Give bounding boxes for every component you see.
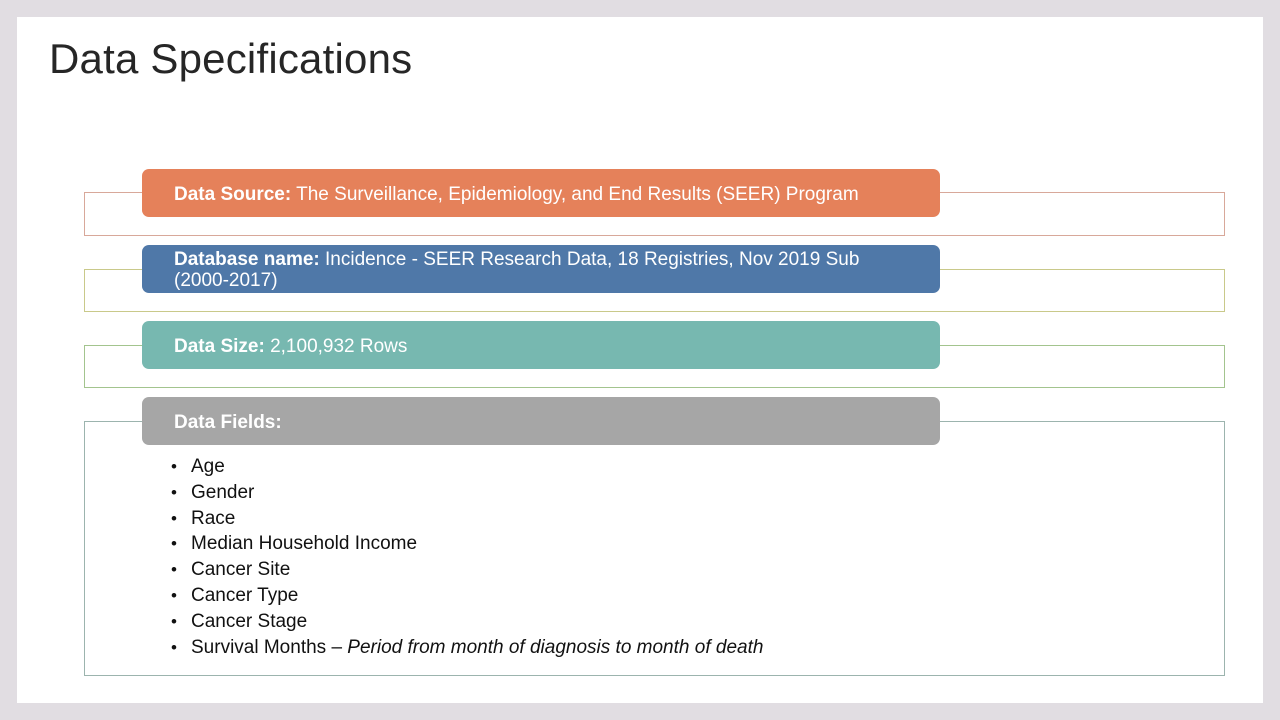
data-source-text: Data Source: The Surveillance, Epidemiol… (174, 184, 859, 205)
data-fields-list: • Age • Gender • Race • Median Household Inc… (171, 454, 763, 660)
field-name: Cancer Stage (191, 610, 308, 632)
list-item: • Survival Months – Period from month of … (171, 635, 763, 661)
database-name-bar: Database name: Incidence - SEER Research… (142, 245, 940, 293)
data-fields-label: Data Fields: (174, 411, 282, 433)
bullet-icon: • (171, 637, 177, 657)
list-item: • Race (171, 506, 763, 532)
field-name: Cancer Site (191, 559, 291, 581)
field-name: Median Household Income (191, 533, 418, 555)
database-name-label: Database name: (174, 249, 320, 270)
data-fields-text: Data Fields: (174, 412, 282, 433)
slide-title: Data Specifications (49, 35, 413, 82)
data-size-value: 2,100,932 Rows (264, 335, 408, 357)
data-size-text: Data Size: 2,100,932 Rows (174, 336, 407, 357)
field-note: Period from month of diagnosis to month … (347, 636, 764, 658)
field-separator: – (326, 636, 348, 658)
data-size-label: Data Size: (174, 335, 265, 357)
slide: Data Specifications Data Source: The Sur… (17, 17, 1263, 703)
field-name: Race (191, 507, 236, 529)
list-item: • Cancer Stage (171, 609, 763, 635)
list-item: • Age (171, 454, 763, 480)
data-source-bar: Data Source: The Surveillance, Epidemiol… (142, 169, 940, 217)
list-item: • Cancer Site (171, 557, 763, 583)
field-name: Cancer Type (191, 584, 299, 606)
field-name: Age (191, 456, 225, 477)
field-name: Survival Months (191, 636, 327, 658)
field-name: Gender (191, 481, 255, 503)
list-item: • Cancer Type (171, 583, 763, 609)
data-fields-bar: Data Fields: (142, 397, 940, 445)
list-item: • Gender (171, 480, 763, 506)
database-name-text: Database name: Incidence - SEER Research… (174, 249, 908, 291)
bullet-icon: • (171, 585, 177, 605)
data-source-value: The Surveillance, Epidemiology, and End … (291, 183, 859, 205)
bullet-icon: • (171, 560, 177, 580)
bullet-icon: • (171, 508, 177, 528)
bullet-icon: • (171, 482, 177, 502)
data-size-bar: Data Size: 2,100,932 Rows (142, 321, 940, 369)
bullet-icon: • (171, 457, 177, 476)
bullet-icon: • (171, 611, 177, 631)
data-source-label: Data Source: (174, 183, 292, 205)
database-name-value: Incidence - SEER Research Data, 18 Regis… (174, 249, 860, 291)
bullet-icon: • (171, 534, 177, 554)
list-item: • Median Household Income (171, 531, 763, 557)
